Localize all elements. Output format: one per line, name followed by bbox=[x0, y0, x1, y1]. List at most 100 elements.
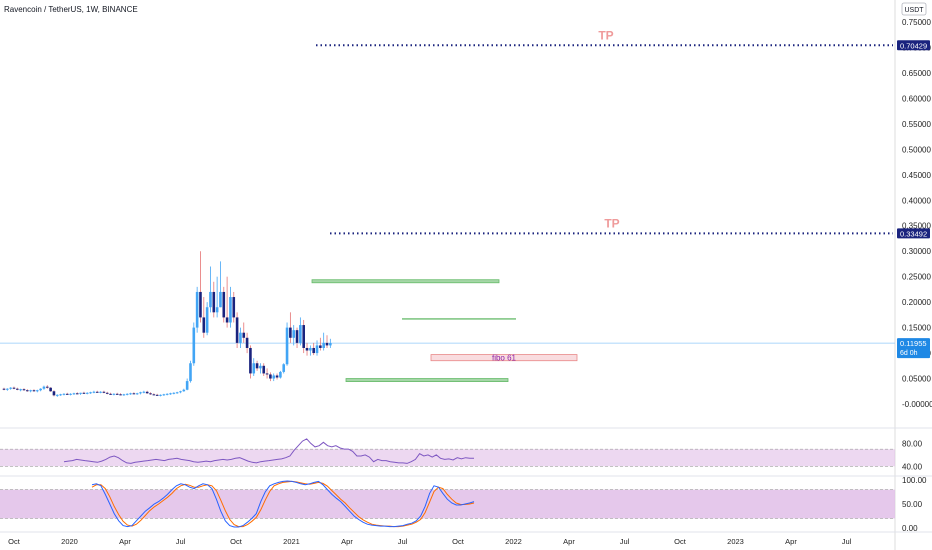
candle-body bbox=[275, 375, 279, 378]
candle-body bbox=[302, 325, 305, 348]
candle-body bbox=[49, 387, 52, 392]
time-tick-label: 2022 bbox=[505, 537, 522, 546]
candle-body bbox=[192, 327, 196, 364]
candle-body bbox=[239, 332, 242, 343]
candle-body bbox=[19, 389, 22, 391]
current-price-value: 0.11955 bbox=[900, 339, 927, 348]
stoch-d-line bbox=[91, 480, 475, 528]
candle-body bbox=[122, 394, 126, 396]
candle-body bbox=[199, 291, 202, 318]
candle-body bbox=[235, 317, 239, 343]
time-axis: Oct 2020 Apr Jul Oct 2021 Apr Jul Oct 2022 Apr Jul O… bbox=[8, 537, 851, 546]
candle-body bbox=[69, 393, 72, 395]
currency-label: USDT bbox=[904, 7, 924, 14]
candle-body bbox=[139, 392, 142, 394]
time-tick-label: Oct bbox=[230, 537, 243, 546]
tp-price-tag-lower bbox=[897, 228, 930, 239]
candle-body bbox=[135, 393, 139, 395]
indicator-lines bbox=[63, 438, 475, 528]
candle-body bbox=[315, 345, 319, 354]
candle-body bbox=[79, 392, 82, 394]
tp-price-tag-lower-text: 0.33492 bbox=[900, 229, 927, 238]
candle-body bbox=[102, 391, 106, 393]
candle-body bbox=[115, 393, 119, 395]
price-tick-label: 0.25000 bbox=[902, 273, 931, 282]
time-tick-label: Oct bbox=[452, 537, 465, 546]
candle-body bbox=[252, 363, 256, 374]
candle-body bbox=[16, 388, 19, 390]
candle-body bbox=[65, 393, 69, 395]
candle-body bbox=[309, 347, 312, 351]
candle-body bbox=[272, 375, 276, 379]
candle-body bbox=[319, 345, 322, 348]
candle-body bbox=[85, 392, 89, 394]
candle-body bbox=[182, 389, 186, 392]
candle-body bbox=[289, 327, 292, 338]
price-tick-label: 0.50000 bbox=[902, 145, 931, 154]
candle-body bbox=[169, 393, 172, 395]
candle-body bbox=[165, 393, 169, 395]
support-zone[interactable] bbox=[345, 378, 509, 382]
time-tick-label: Jul bbox=[620, 537, 630, 546]
price-tick-label: 0.65000 bbox=[902, 69, 931, 78]
stoch-tick-label: 100.00 bbox=[902, 476, 927, 485]
candle-body bbox=[52, 391, 56, 396]
candle-body bbox=[285, 327, 289, 365]
candle-body bbox=[242, 332, 246, 338]
price-tick-label: 0.15000 bbox=[902, 324, 931, 333]
candle-body bbox=[149, 393, 152, 395]
candle-body bbox=[259, 365, 262, 369]
candle-body bbox=[9, 387, 12, 389]
candle-body bbox=[55, 394, 59, 396]
tp-label-upper: TP bbox=[598, 28, 613, 42]
candle-body bbox=[112, 393, 116, 395]
stoch-tick-label: 50.00 bbox=[902, 500, 923, 509]
price-tick-label: 0.60000 bbox=[902, 94, 931, 103]
candle-body bbox=[119, 394, 122, 396]
candle-body bbox=[2, 388, 6, 390]
candle-body bbox=[205, 307, 209, 333]
candle-body bbox=[59, 394, 62, 396]
candle-body bbox=[255, 363, 259, 369]
time-tick-label: 2020 bbox=[61, 537, 78, 546]
candle-body bbox=[36, 390, 39, 392]
candle-body bbox=[132, 393, 136, 395]
stoch-tick-label: 0.00 bbox=[902, 524, 918, 533]
rsi-line bbox=[63, 438, 474, 464]
price-tick-label: 0.20000 bbox=[902, 298, 931, 307]
candle-body bbox=[229, 297, 232, 323]
candle-body bbox=[305, 347, 309, 351]
time-tick-label: 2023 bbox=[727, 537, 744, 546]
rsi-tick-label: 80.00 bbox=[902, 439, 923, 448]
time-tick-label: Jul bbox=[398, 537, 408, 546]
price-tick-label: 0.75000 bbox=[902, 18, 931, 27]
fibo-zone[interactable] bbox=[430, 354, 578, 362]
candle-body bbox=[155, 394, 159, 396]
candle-body bbox=[202, 317, 206, 333]
candle-body bbox=[39, 388, 42, 391]
candle-body bbox=[179, 391, 182, 393]
candle-body bbox=[92, 391, 96, 393]
candle-body bbox=[32, 390, 36, 392]
candle-body bbox=[82, 392, 86, 394]
candle-body bbox=[89, 392, 92, 394]
resistance-zone[interactable] bbox=[311, 279, 500, 284]
candle-body bbox=[282, 364, 286, 372]
candle-body bbox=[312, 347, 315, 354]
candle-body bbox=[269, 374, 272, 379]
candle-body bbox=[195, 291, 199, 328]
price-tick-label: 0.35000 bbox=[902, 222, 931, 231]
candle-body bbox=[152, 394, 156, 396]
candle-body bbox=[292, 330, 296, 338]
rsi-tick-label: 40.00 bbox=[902, 462, 923, 471]
candle-body bbox=[105, 392, 109, 394]
candle-body bbox=[109, 393, 112, 395]
bar-countdown: 6d 0h bbox=[900, 350, 918, 357]
currency-badge[interactable] bbox=[901, 2, 927, 16]
time-tick-label: Apr bbox=[341, 537, 353, 546]
symbol-title: Ravencoin / TetherUS, 1W, BINANCE bbox=[4, 5, 138, 14]
candle-body bbox=[265, 373, 269, 375]
rsi-axis: 80.00 40.00 bbox=[902, 439, 923, 471]
price-tick-label: 0.30000 bbox=[902, 247, 931, 256]
